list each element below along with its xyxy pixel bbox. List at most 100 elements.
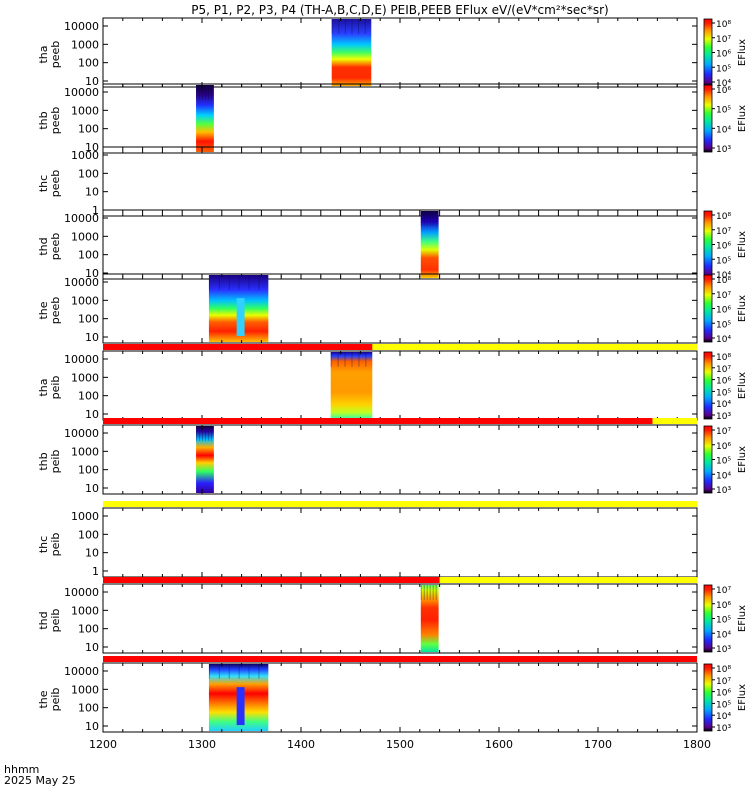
colorbar-tick-label: 10⁵ <box>716 106 731 116</box>
y-axis-label-instrument: peeb <box>49 297 62 325</box>
spectrogram-block <box>196 426 214 493</box>
y-tick-label: 100 <box>78 390 99 403</box>
spectrogram-texture <box>358 352 360 367</box>
colorbar-tick-label: 10⁷ <box>716 227 731 237</box>
x-tick-label: 1800 <box>683 738 711 751</box>
y-axis-label-probe: thb <box>37 111 50 129</box>
y-tick-label: 10 <box>85 482 99 495</box>
spectrogram-texture <box>337 352 339 367</box>
panel-frame <box>102 583 698 654</box>
colorbar-tick-label: 10⁴ <box>716 79 731 89</box>
y-axis-label-probe: the <box>37 690 50 708</box>
spectrogram-texture <box>331 19 333 34</box>
colorbar-tick-label: 10³ <box>716 486 731 496</box>
y-tick-label: 10000 <box>64 427 99 440</box>
colorbar-tick-label: 10⁶ <box>716 50 731 60</box>
colorbar-tick-label: 10³ <box>716 412 731 422</box>
colorbar-tick-label: 10⁴ <box>716 400 731 410</box>
colorbar-label: EFlux <box>737 231 748 258</box>
flag-bar-red <box>103 344 373 350</box>
spectrogram-texture <box>199 426 201 441</box>
colorbar-tick-label: 10³ <box>716 645 731 655</box>
y-tick-label: 1000 <box>71 104 99 117</box>
panel-frame <box>102 273 698 344</box>
time-label: hhmm <box>4 763 39 776</box>
spectrogram-texture <box>432 211 434 226</box>
colorbar <box>703 425 713 494</box>
colorbar-label: EFlux <box>737 605 748 632</box>
y-tick-label: 1000 <box>71 371 99 384</box>
y-tick-label: 1000 <box>71 230 99 243</box>
spectrogram-texture <box>426 585 428 600</box>
y-tick-label: 10 <box>85 641 99 654</box>
spectrogram-block <box>420 211 439 278</box>
y-tick-label: 1 <box>92 565 99 578</box>
colorbar-tick-label: 10⁶ <box>716 601 731 611</box>
y-tick-label: 10000 <box>64 276 99 289</box>
colorbar-tick-label: 10⁶ <box>716 242 731 252</box>
y-tick-label: 10 <box>85 720 99 733</box>
spectrogram-block <box>331 19 372 86</box>
y-tick-label: 10000 <box>64 212 99 225</box>
y-tick-label: 1000 <box>71 445 99 458</box>
spectrogram-texture <box>238 275 240 290</box>
colorbar-tick-label: 10⁵ <box>716 388 731 398</box>
spectrogram-texture <box>228 664 230 679</box>
spectrogram-texture <box>196 426 198 441</box>
y-axis-label-instrument: peeb <box>49 170 62 198</box>
y-axis-label-instrument: peeb <box>49 41 62 69</box>
y-tick-label: 100 <box>78 528 99 541</box>
spectrogram-texture <box>199 85 201 100</box>
colorbar-tick-label: 10⁷ <box>716 291 731 301</box>
spectrogram-texture <box>204 426 206 441</box>
spectrogram-texture <box>351 19 353 34</box>
colorbar-tick-label: 10⁴ <box>716 125 731 135</box>
spectrogram-dip <box>236 298 245 337</box>
colorbar-tick-label: 10⁴ <box>716 471 731 481</box>
colorbar-tick-label: 10⁵ <box>716 616 731 626</box>
colorbar-tick-label: 10⁴ <box>716 630 731 640</box>
y-tick-label: 1000 <box>71 604 99 617</box>
y-axis-label-instrument: peib <box>49 533 62 557</box>
colorbar <box>703 210 713 279</box>
y-axis-label-probe: tha <box>37 378 50 396</box>
flag-bar-yellow <box>103 344 697 350</box>
colorbar-tick-label: 10⁶ <box>716 442 731 452</box>
y-tick-label: 1000 <box>71 294 99 307</box>
y-tick-label: 10000 <box>64 665 99 678</box>
panel-thb-peeb: 10 100 1000 10000 thb peeb 10³ 10⁴ 10⁵ 10⁶ EFlux <box>37 83 748 155</box>
y-tick-label: 1 <box>92 204 99 217</box>
x-axis: 1200 1300 1400 1500 1600 1700 1800 <box>89 738 711 751</box>
spectrogram-block <box>420 585 439 652</box>
panel-tha-peeb: 10 100 1000 10000 tha peeb 10⁴ 10⁵ 10⁶ 10⁷ 10⁸ EFlu… <box>37 17 748 89</box>
y-tick-label: 100 <box>78 123 99 136</box>
panel-thb-peib: 10 100 1000 10000 thb peib 10³ 10⁴ 10⁵ 10⁶ 10⁷ EFlu… <box>37 418 748 496</box>
panel-the-peeb: 10 100 1000 10000 the peeb 10⁴ 10⁵ 10⁶ 10⁷ 10⁸ EFlu… <box>37 273 748 345</box>
spectrogram-texture <box>208 664 210 679</box>
spectrogram-texture <box>358 19 360 34</box>
plot-title: P5, P1, P2, P3, P4 (TH-A,B,C,D,E) PEIB,P… <box>191 3 608 17</box>
colorbar-label: EFlux <box>737 295 748 322</box>
y-tick-label: 100 <box>78 249 99 262</box>
y-tick-label: 10 <box>85 141 99 154</box>
panel-frame <box>102 350 698 421</box>
spectrogram-texture <box>364 19 366 34</box>
y-tick-label: 10 <box>85 75 99 88</box>
y-tick-label: 100 <box>78 623 99 636</box>
colorbar-tick-label: 10⁶ <box>716 86 731 96</box>
panel-frame <box>102 83 698 154</box>
panel-frame <box>102 424 698 495</box>
y-tick-label: 100 <box>78 464 99 477</box>
spectrogram-texture <box>423 211 425 226</box>
colorbar <box>703 663 713 732</box>
spectrogram-texture <box>420 585 422 600</box>
panel-thd-peeb: 10 100 1000 10000 thd peeb 10⁴ 10⁵ 10⁶ 10⁷ 10⁸ EFlu… <box>37 209 748 281</box>
y-axis-label-instrument: peeb <box>49 107 62 135</box>
spectrogram-texture <box>202 85 203 100</box>
y-tick-label: 10000 <box>64 20 99 33</box>
spectrogram-texture <box>248 664 250 679</box>
colorbar-tick-label: 10⁴ <box>716 335 731 345</box>
spectrogram-texture <box>218 275 220 290</box>
